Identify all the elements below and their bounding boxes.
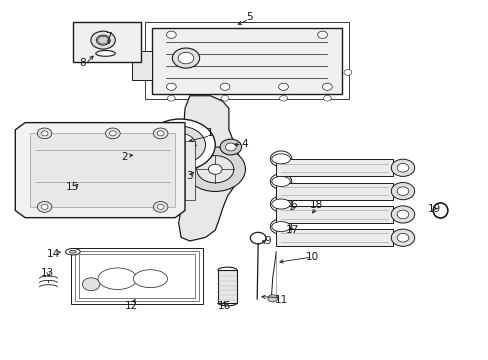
Circle shape — [270, 219, 291, 234]
Polygon shape — [276, 229, 392, 246]
Text: 6: 6 — [289, 200, 296, 210]
Circle shape — [250, 232, 265, 244]
Circle shape — [279, 95, 287, 101]
Circle shape — [37, 202, 52, 212]
Circle shape — [105, 128, 120, 139]
Text: 19: 19 — [427, 204, 440, 214]
Circle shape — [184, 147, 245, 192]
Text: 15: 15 — [66, 182, 80, 192]
Circle shape — [142, 69, 150, 75]
Circle shape — [390, 183, 414, 200]
Circle shape — [270, 174, 291, 189]
Bar — [73, 22, 141, 62]
Bar — [217, 270, 237, 303]
Text: 14: 14 — [47, 248, 60, 258]
Text: 1: 1 — [206, 129, 213, 138]
Text: 8: 8 — [79, 58, 86, 68]
Circle shape — [396, 233, 408, 242]
Circle shape — [178, 52, 193, 64]
Circle shape — [155, 126, 205, 163]
Circle shape — [270, 151, 291, 167]
Text: 10: 10 — [305, 252, 319, 262]
Text: 12: 12 — [124, 301, 138, 311]
Polygon shape — [184, 140, 194, 200]
Circle shape — [396, 163, 408, 172]
Ellipse shape — [271, 176, 290, 186]
Ellipse shape — [69, 250, 76, 253]
Circle shape — [145, 119, 215, 171]
Circle shape — [343, 69, 351, 75]
Circle shape — [270, 196, 291, 212]
Circle shape — [220, 83, 229, 90]
Circle shape — [172, 48, 199, 68]
Circle shape — [390, 206, 414, 223]
Circle shape — [396, 210, 408, 219]
Text: 4: 4 — [241, 139, 247, 149]
Circle shape — [225, 143, 236, 151]
Circle shape — [82, 278, 100, 291]
Circle shape — [396, 187, 408, 195]
Text: 13: 13 — [41, 268, 54, 278]
Circle shape — [221, 95, 228, 101]
Text: 11: 11 — [274, 295, 287, 305]
Ellipse shape — [271, 154, 290, 164]
Polygon shape — [276, 206, 392, 223]
Text: 3: 3 — [186, 171, 193, 181]
Polygon shape — [71, 248, 203, 304]
Circle shape — [220, 139, 241, 155]
Text: 2: 2 — [122, 152, 128, 162]
Circle shape — [323, 95, 330, 101]
Circle shape — [109, 131, 116, 136]
Ellipse shape — [96, 50, 115, 56]
Ellipse shape — [133, 270, 167, 288]
Circle shape — [37, 128, 52, 139]
Text: 18: 18 — [309, 200, 323, 210]
Circle shape — [278, 83, 288, 90]
Text: 7: 7 — [104, 32, 111, 41]
Circle shape — [174, 140, 185, 149]
Circle shape — [153, 202, 167, 212]
Circle shape — [157, 204, 163, 210]
Circle shape — [136, 149, 148, 158]
Polygon shape — [276, 159, 392, 176]
Circle shape — [208, 164, 222, 174]
Text: 9: 9 — [264, 236, 271, 246]
Polygon shape — [97, 36, 109, 44]
Circle shape — [317, 31, 327, 39]
Circle shape — [157, 131, 163, 136]
Ellipse shape — [65, 248, 80, 255]
Text: 17: 17 — [285, 225, 298, 235]
Ellipse shape — [98, 268, 137, 289]
Circle shape — [153, 128, 167, 139]
Circle shape — [41, 131, 48, 136]
Circle shape — [41, 204, 48, 210]
Circle shape — [96, 35, 110, 45]
Ellipse shape — [271, 222, 290, 231]
Circle shape — [322, 83, 331, 90]
Text: 5: 5 — [245, 12, 252, 22]
Polygon shape — [15, 123, 184, 218]
Polygon shape — [132, 51, 152, 80]
Circle shape — [91, 31, 115, 49]
Circle shape — [267, 295, 277, 302]
Polygon shape — [178, 96, 239, 241]
Circle shape — [390, 229, 414, 246]
Circle shape — [390, 159, 414, 176]
Circle shape — [166, 83, 176, 90]
Circle shape — [167, 95, 175, 101]
Polygon shape — [276, 183, 392, 200]
Ellipse shape — [271, 199, 290, 209]
Polygon shape — [152, 28, 341, 94]
Bar — [131, 157, 140, 161]
Text: 16: 16 — [217, 301, 230, 311]
Circle shape — [164, 134, 195, 156]
Circle shape — [139, 151, 145, 156]
Circle shape — [196, 156, 233, 183]
Circle shape — [166, 31, 176, 39]
Polygon shape — [30, 134, 175, 207]
